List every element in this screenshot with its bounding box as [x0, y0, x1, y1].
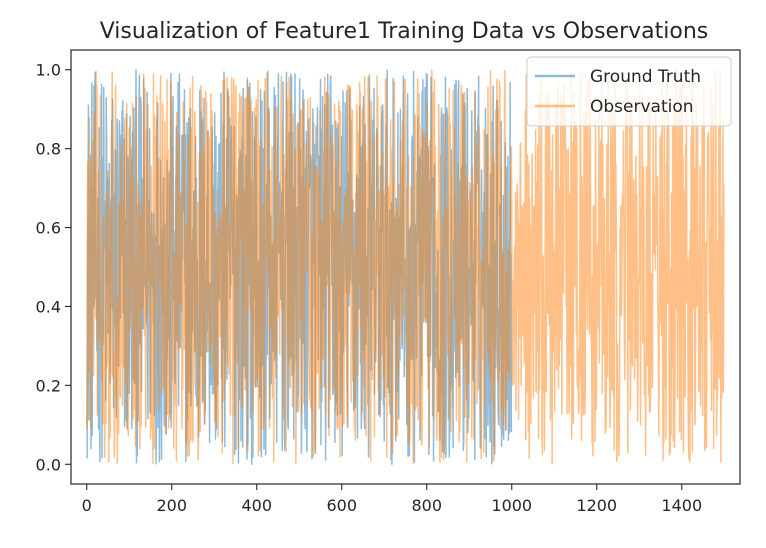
y-tick-label: 0.6 [36, 219, 61, 238]
legend: Ground Truth Observation [526, 56, 732, 127]
x-tick-label: 1000 [491, 496, 532, 515]
plot-area-frame [70, 49, 741, 485]
y-tick-label: 0.4 [36, 297, 61, 316]
x-tick-label: 1200 [576, 496, 617, 515]
chart-title: Visualization of Feature1 Training Data … [100, 19, 709, 44]
series-line-observation [85, 69, 725, 465]
x-tick-label: 1400 [661, 496, 702, 515]
y-tick-label: 1.0 [36, 61, 61, 80]
axes-layer: 0 200 400 600 800 1000 1200 1400 0.0 0.2 0.4 0.6 0.8… [36, 61, 703, 515]
x-tick-label: 600 [326, 496, 357, 515]
y-tick-label: 0.2 [36, 376, 61, 395]
series-layer [85, 69, 725, 465]
x-tick-label: 0 [82, 496, 92, 515]
y-tick-label: 0.8 [36, 140, 61, 159]
legend-frame [526, 56, 732, 127]
x-tick-label: 400 [241, 496, 272, 515]
x-tick-label: 800 [411, 496, 442, 515]
y-tick-label: 0.0 [36, 455, 61, 474]
legend-label-ground-truth: Ground Truth [590, 67, 701, 87]
x-tick-label: 200 [156, 496, 187, 515]
legend-label-observation: Observation [590, 97, 694, 117]
